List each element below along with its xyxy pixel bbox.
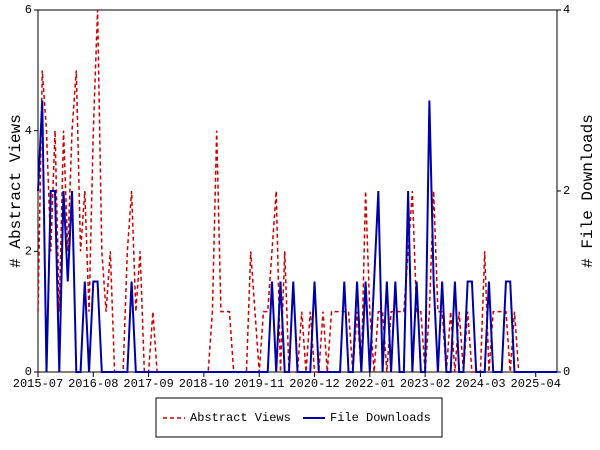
legend-label: File Downloads: [330, 411, 431, 425]
y2-tick-label: 2: [563, 184, 570, 198]
y2-tick-label: 0: [563, 365, 570, 379]
x-tick-label: 2020-12: [289, 377, 339, 391]
x-tick-label: 2023-02: [400, 377, 450, 391]
x-tick-label: 2019-11: [234, 377, 284, 391]
x-tick-label: 2024-03: [455, 377, 505, 391]
series-line: [37, 100, 557, 373]
y2-tick-label: 4: [563, 3, 570, 17]
series-line: [37, 9, 557, 373]
y2-axis-title: # File Downloads: [579, 114, 597, 268]
legend-box: [155, 397, 443, 438]
legend-label: Abstract Views: [190, 411, 291, 425]
plot-frame: [37, 9, 558, 373]
y-tick-label: 0: [25, 365, 32, 379]
y-tick-label: 2: [25, 245, 32, 259]
x-tick-label: 2017-09: [123, 377, 173, 391]
y-tick-label: 6: [25, 3, 32, 17]
x-tick-label: 2018-10: [179, 377, 229, 391]
x-tick-label: 2025-04: [511, 377, 561, 391]
y-tick-label: 4: [25, 124, 32, 138]
y-axis-title: # Abstract Views: [7, 114, 25, 268]
x-tick-label: 2015-07: [13, 377, 63, 391]
x-tick-label: 2022-01: [345, 377, 395, 391]
x-tick-label: 2016-08: [68, 377, 118, 391]
